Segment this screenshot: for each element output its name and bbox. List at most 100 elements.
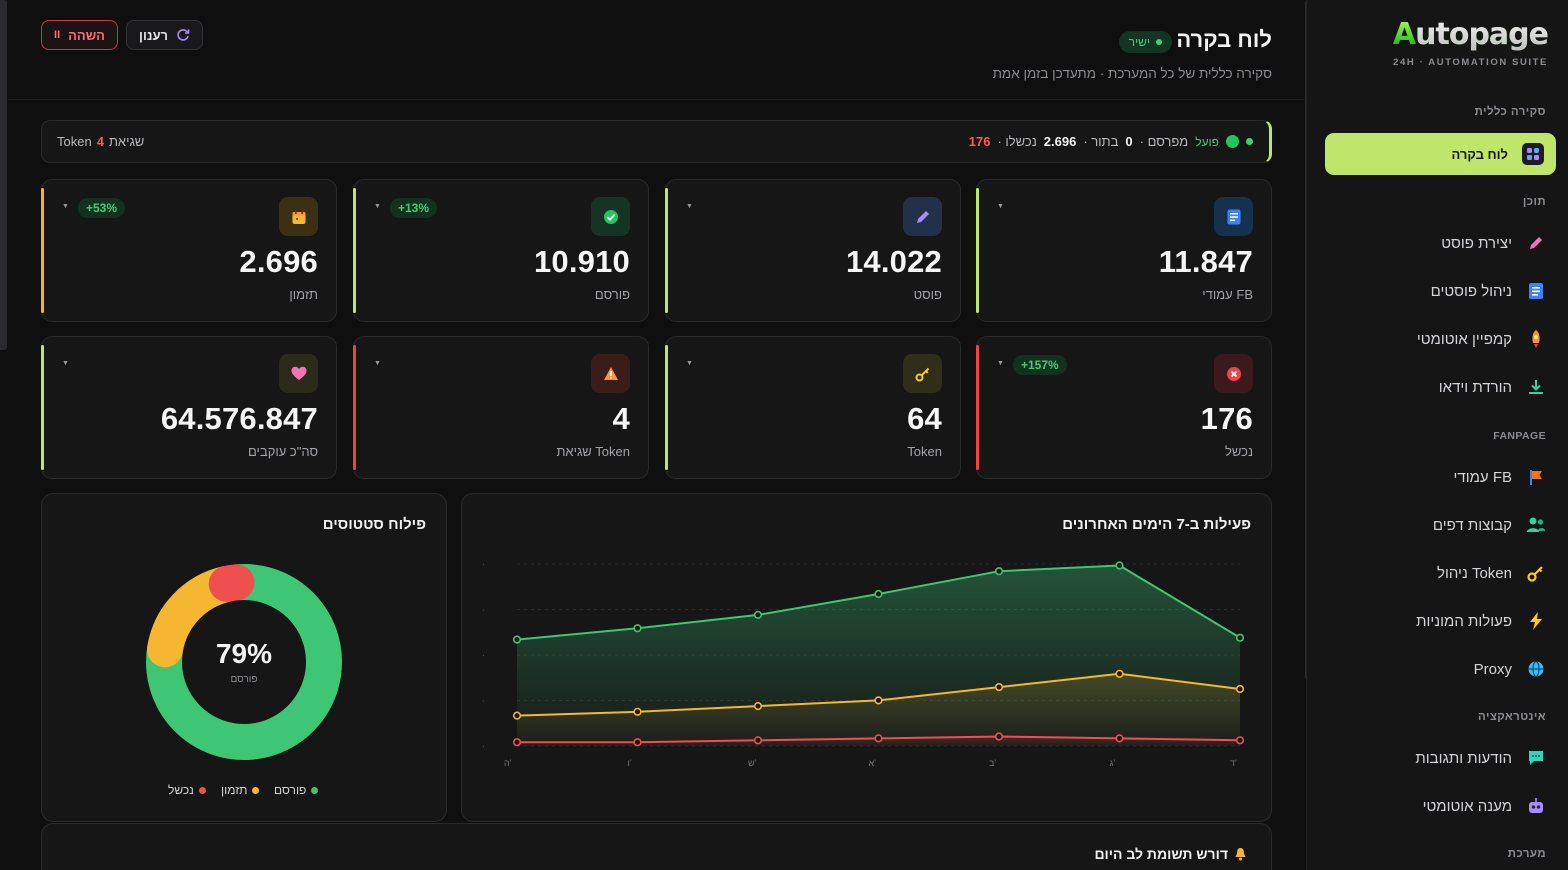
active-indicator-icon [1226, 135, 1239, 148]
stat-value: 176 [1200, 401, 1253, 436]
stat-label: סה"כ עוקבים [247, 444, 318, 459]
caret-down-icon[interactable]: ▼ [62, 203, 69, 210]
data-point[interactable] [512, 711, 522, 720]
sidebar-item-label: Proxy [1473, 660, 1512, 678]
sidebar-item-token-management[interactable]: ניהול Token [1328, 554, 1548, 592]
logo-subtitle: 24H · AUTOMATION SUITE [1393, 57, 1548, 68]
stat-label: פורסם [594, 287, 630, 302]
sidebar-item-label: ניהול Token [1437, 564, 1512, 582]
caret-down-icon[interactable]: ▼ [62, 360, 69, 367]
stat-card-published[interactable]: 10.910 פורסם ▼ +13% [353, 179, 649, 322]
sidebar-item-page-groups[interactable]: קבוצות דפים [1328, 506, 1548, 544]
token-errors-suffix: Token [57, 134, 92, 149]
stat-card-failed[interactable]: 176 נכשל ▼ +157% [976, 336, 1272, 479]
x-tick-label: ב' [989, 758, 996, 768]
sidebar-item-dashboard[interactable]: לוח בקרה [1325, 133, 1556, 175]
card-accent-bar [41, 345, 44, 470]
document-icon [1526, 281, 1546, 301]
stat-value: 64 [907, 401, 942, 436]
data-point[interactable] [994, 732, 1004, 741]
live-badge-label: ישיר [1128, 35, 1150, 49]
data-point[interactable] [512, 738, 522, 747]
pause-button[interactable]: השהה II [41, 20, 118, 50]
flag-icon [1526, 467, 1546, 487]
attention-panel: דורש תשומת לב היום [41, 823, 1272, 870]
data-point[interactable] [1115, 561, 1124, 570]
pause-icon: II [54, 29, 61, 41]
data-point[interactable] [753, 736, 763, 745]
data-point[interactable] [633, 707, 642, 716]
data-point[interactable] [874, 734, 883, 743]
sidebar-item-proxy[interactable]: Proxy [1328, 650, 1548, 688]
stat-card-posts[interactable]: 14.022 פוסט ▼ [665, 179, 961, 322]
sidebar-item-messages[interactable]: הודעות ותגובות [1328, 739, 1548, 777]
data-point[interactable] [1115, 669, 1124, 678]
x-tick-label: ד' [1230, 758, 1237, 768]
sidebar-item-label: קמפיין אוטומטי [1416, 330, 1512, 348]
y-tick-mark: · [482, 651, 485, 660]
sidebar-item-create-post[interactable]: יצירת פוסט [1328, 224, 1548, 262]
stat-card-scheduled[interactable]: 2.696 תזמון ▼ +53% [41, 179, 337, 322]
data-point[interactable] [994, 567, 1004, 576]
sidebar-item-video-download[interactable]: הורדת וידאו [1328, 368, 1548, 406]
left-scrollbar[interactable] [0, 0, 7, 350]
caret-down-icon[interactable]: ▼ [374, 203, 381, 210]
data-point[interactable] [874, 589, 883, 599]
trend-badge: +53% [78, 198, 126, 218]
status-queue-label: · בתור [1083, 134, 1119, 149]
stat-card-token-errors[interactable]: 4 שגיאת Token ▼ [353, 336, 649, 479]
data-point[interactable] [1235, 736, 1245, 745]
caret-down-icon[interactable]: ▼ [686, 360, 693, 367]
logo-brand: Autopage [1392, 17, 1549, 52]
stat-card-tokens[interactable]: 64 Token ▼ [665, 336, 961, 479]
refresh-button[interactable]: רענון [126, 20, 203, 50]
data-point[interactable] [1235, 684, 1245, 694]
data-point[interactable] [994, 683, 1004, 692]
stat-card-followers[interactable]: 64.576.847 סה"כ עוקבים ▼ [41, 336, 337, 479]
rocket-icon [1526, 329, 1546, 349]
calendar-icon [279, 197, 318, 236]
data-point[interactable] [633, 738, 642, 747]
donut-slice-failed[interactable] [146, 564, 342, 760]
x-tick-label: ג' [1110, 758, 1116, 768]
pause-button-label: השהה [68, 27, 105, 43]
sidebar-item-label: לוח בקרה [1451, 146, 1508, 162]
data-point[interactable] [633, 624, 642, 633]
y-tick-mark: · [482, 697, 485, 706]
legend-item-published: פורסם [274, 783, 319, 797]
x-tick-label: ו' [628, 758, 632, 768]
stat-value: 4 [612, 401, 630, 436]
sidebar-item-manage-posts[interactable]: ניהול פוסטים [1328, 272, 1548, 310]
data-point[interactable] [753, 610, 763, 619]
stat-label: Token [907, 444, 942, 459]
stat-label: תזמון [289, 287, 318, 302]
caret-down-icon[interactable]: ▼ [686, 203, 693, 210]
caret-down-icon[interactable]: ▼ [997, 203, 1004, 210]
card-accent-bar [353, 188, 356, 313]
sidebar-item-label: פעולות המוניות [1416, 612, 1512, 630]
x-tick-label: ש' [748, 758, 757, 768]
card-accent-bar [976, 188, 979, 313]
data-point[interactable] [512, 635, 522, 644]
document-icon [1214, 197, 1253, 236]
status-published-value: 0 [1125, 134, 1133, 149]
sidebar-section-interaction: אינטראקציה [1478, 711, 1546, 723]
caret-down-icon[interactable]: ▼ [997, 360, 1004, 367]
data-point[interactable] [874, 696, 883, 705]
status-donut-chart [146, 564, 342, 760]
sidebar-item-fb-pages[interactable]: עמודי FB [1328, 458, 1548, 496]
series-area-1 [517, 673, 1240, 746]
sidebar-item-auto-campaign[interactable]: קמפיין אוטומטי [1328, 320, 1548, 358]
data-point[interactable] [753, 702, 763, 711]
stat-value: 64.576.847 [160, 401, 318, 436]
sidebar-item-bulk-actions[interactable]: פעולות המוניות [1328, 602, 1548, 640]
sidebar-item-auto-reply[interactable]: מענה אוטומטי [1328, 787, 1548, 825]
data-point[interactable] [1115, 734, 1124, 743]
sidebar-section-content: תוכן [1522, 196, 1546, 208]
stat-card-fb-pages[interactable]: 11.847 עמודי FB ▼ [976, 179, 1272, 322]
data-point[interactable] [1235, 633, 1245, 642]
caret-down-icon[interactable]: ▼ [374, 360, 381, 367]
download-icon [1526, 377, 1546, 397]
sidebar-section-overview: סקירה כללית [1474, 106, 1546, 118]
chat-icon [1526, 748, 1546, 768]
